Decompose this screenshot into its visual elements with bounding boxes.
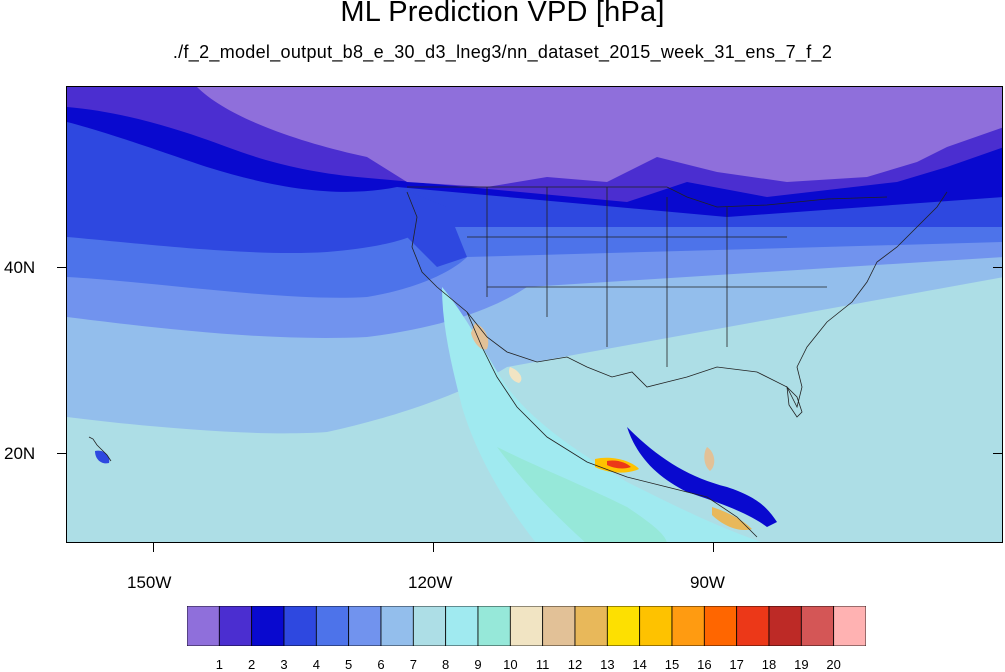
- colorbar-label: 14: [632, 657, 647, 672]
- colorbar-label: 13: [600, 657, 615, 672]
- colorbar-swatch: [542, 606, 576, 646]
- colorbar-label: 15: [664, 657, 680, 672]
- lat-tick-40n-right: [993, 267, 1002, 268]
- colorbar-label: 4: [312, 657, 320, 672]
- colorbar-label: 19: [794, 657, 809, 672]
- colorbar-swatch: [477, 606, 511, 646]
- colorbar-swatch: [412, 606, 447, 646]
- lat-tick-40n: [57, 267, 66, 268]
- colorbar-swatch: [833, 606, 866, 646]
- colorbar-swatch: [251, 606, 285, 646]
- colorbar-label: 11: [535, 657, 550, 672]
- lat-label-20n: 20N: [4, 444, 36, 463]
- colorbar-swatch: [606, 606, 641, 646]
- lon-tick-90w: [713, 543, 714, 552]
- colorbar-swatch: [380, 606, 414, 646]
- colorbar-label: 17: [729, 657, 744, 672]
- colorbar-label: 16: [697, 657, 712, 672]
- lat-label-40n: 40N: [4, 258, 36, 277]
- colorbar-swatch: [574, 606, 608, 646]
- vpd-band-0: [197, 87, 1002, 187]
- colorbar-swatch: [445, 606, 479, 646]
- us-canada-border: [407, 186, 888, 208]
- vpd-south-hotspot-c: [712, 507, 752, 531]
- vpd-map: [66, 86, 1003, 543]
- vpd-south-hotspot-d: [704, 447, 715, 471]
- colorbar-swatch: [218, 606, 253, 646]
- map-subtitle: ./f_2_model_output_b8_e_30_d3_lneg3/nn_d…: [172, 42, 833, 62]
- lon-label-150w: 150W: [127, 573, 172, 592]
- vpd-mexico-cyan: [442, 287, 762, 542]
- colorbar-label: 8: [442, 657, 450, 672]
- lon-tick-120w: [433, 543, 434, 552]
- colorbar-swatch: [703, 606, 738, 646]
- mexico-coast: [466, 311, 758, 538]
- vpd-baja-hotspot: [471, 323, 489, 350]
- colorbar-label: 3: [280, 657, 288, 672]
- lon-label-120w: 120W: [408, 573, 453, 592]
- colorbar-swatch: [800, 606, 835, 646]
- vpd-south-hotspot-b: [607, 460, 631, 469]
- vpd-coast-strip: [397, 187, 467, 267]
- colorbar-label: 7: [409, 657, 417, 672]
- colorbar-label: 2: [248, 657, 256, 672]
- vpd-mexico-hotspot: [509, 367, 522, 383]
- lon-tick-150w: [153, 543, 154, 552]
- colorbar-swatch: [348, 606, 382, 646]
- lat-tick-20n: [57, 453, 66, 454]
- colorbar-swatch: [768, 606, 802, 646]
- colorbar-swatch: [671, 606, 705, 646]
- florida: [786, 385, 803, 418]
- colorbar-label: 12: [567, 657, 583, 672]
- colorbar-label: 10: [503, 657, 518, 672]
- colorbar-swatch: [639, 606, 673, 646]
- vpd-dry-ridge: [627, 427, 777, 527]
- colorbar-label: 6: [377, 657, 385, 672]
- vpd-mexico-teal: [497, 447, 667, 542]
- hawaii: [88, 436, 112, 462]
- colorbar-label: 18: [761, 657, 777, 672]
- colorbar-swatch: [283, 606, 317, 646]
- colorbar-label: 20: [826, 657, 841, 672]
- colorbar-swatch: [187, 606, 220, 646]
- lat-tick-20n-right: [993, 453, 1002, 454]
- colorbar-label: 1: [215, 657, 223, 672]
- colorbar-label: 5: [345, 657, 353, 672]
- borders: [88, 186, 948, 538]
- colorbar-swatch: [315, 606, 350, 646]
- colorbar-swatch: [736, 606, 770, 646]
- map-title: ML Prediction VPD [hPa]: [340, 0, 665, 28]
- lon-label-90w: 90W: [690, 573, 725, 592]
- colorbar: [187, 606, 866, 646]
- colorbar-swatch: [509, 606, 544, 646]
- colorbar-label: 9: [474, 657, 482, 672]
